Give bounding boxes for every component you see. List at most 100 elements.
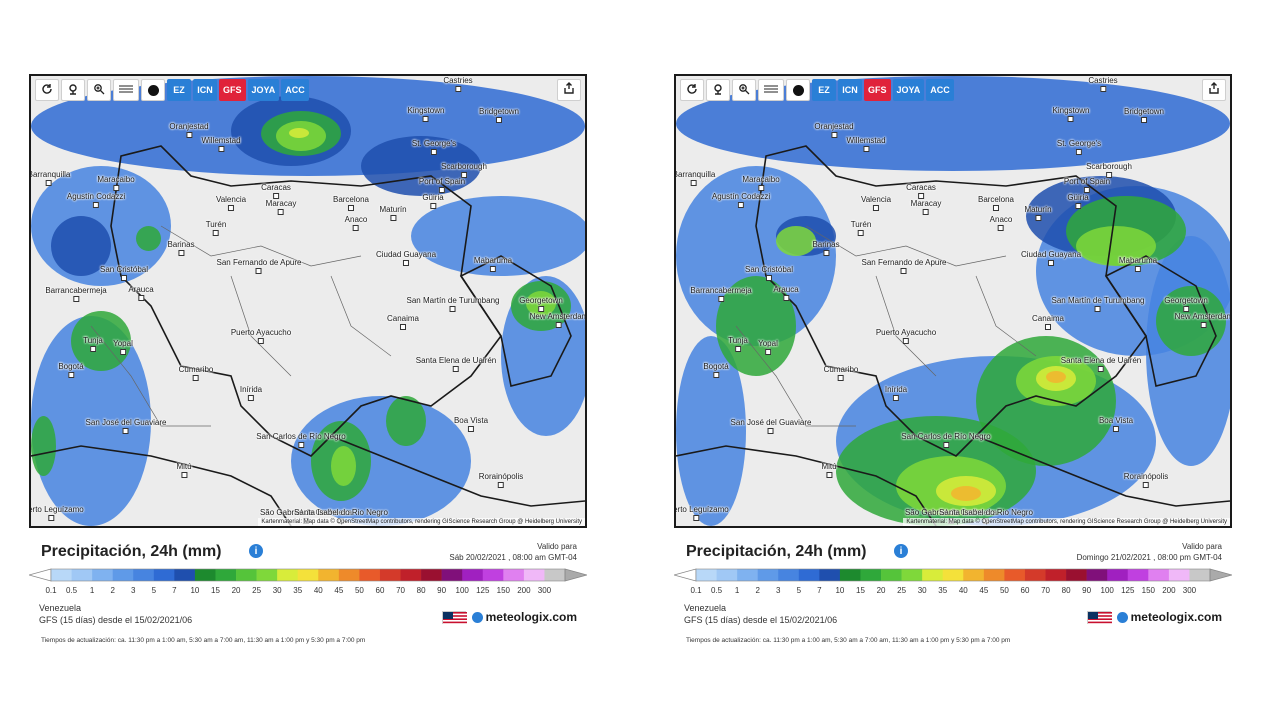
meteologix-logo[interactable]: meteologix.com [471,610,577,624]
scale-button[interactable] [758,79,784,101]
scale-button[interactable] [113,79,139,101]
model-button-ez[interactable]: EZ [167,79,191,101]
legend-swatch [1127,569,1149,581]
precipitation-map[interactable]: EZ ICN GFS JOYA ACC Castries Kingstown Bridgeto… [29,74,587,528]
legend-swatch [318,569,340,581]
legend-swatch [963,569,985,581]
precipitation-map[interactable]: EZ ICN GFS JOYA ACC Castries Kingstown Bridgeto… [674,74,1232,528]
city-label: San Martín de Turumbang [1052,296,1145,312]
info-icon[interactable]: i [894,544,908,558]
city-label: Barinas [812,240,839,256]
city-label: Agustín Codazzi [67,192,125,208]
us-flag-icon[interactable] [1086,610,1112,625]
update-times: Tiempos de actualización: ca. 11:30 pm a… [686,637,1011,644]
city-label: Boa Vista [454,416,488,432]
brand[interactable]: meteologix.com [1086,610,1222,625]
model-button-icn[interactable]: ICN [838,79,862,101]
city-label: Barrancabermeja [690,286,751,302]
city-label: New Amsterdam [1175,312,1230,328]
legend-swatch [523,569,545,581]
legend-tick-label: 50 [354,586,364,595]
brand[interactable]: meteologix.com [441,610,577,625]
city-label: Castries [1088,76,1117,92]
city-label: Bridgetown [479,107,519,123]
city-label: Arauca [128,285,153,301]
share-button[interactable] [557,79,581,101]
location-button[interactable] [706,79,730,101]
city-label: Cumaribo [179,365,214,381]
model-button-acc[interactable]: ACC [926,79,954,101]
legend-swatch [338,569,360,581]
share-icon [1208,81,1220,99]
legend-swatch [215,569,237,581]
legend-swatch [297,569,319,581]
legend-tick-label: 20 [231,586,241,595]
legend-swatch [92,569,113,581]
map-attribution: Kartenmaterial: Map data © OpenStreetMap… [258,518,585,526]
map-toolbar: EZ ICN GFS JOYA ACC [680,79,954,101]
model-button-gfs[interactable]: GFS [219,79,246,101]
legend-ticks: 0.1 0.5 1 2 3 5 7 10 15 20 25 30 35 40 45 50 60 70 80 90 100… [674,586,1232,598]
city-label: San José del Guaviare [86,418,167,434]
us-flag-icon[interactable] [441,610,467,625]
dark-mode-button[interactable] [141,79,165,101]
brand-name: meteologix.com [485,610,577,624]
legend-tick-label: 300 [537,586,552,595]
city-label: San Carlos de Río Negro [901,432,990,448]
city-label: Oranjestad [814,122,853,138]
info-icon[interactable]: i [249,544,263,558]
city-label: Puerto Ayacucho [876,328,936,344]
city-label: Mitú [821,462,836,478]
city-label: Turén [206,220,227,236]
meteologix-logo[interactable]: meteologix.com [1116,610,1222,624]
city-label: Canaima [387,314,419,330]
dark-mode-button[interactable] [786,79,810,101]
legend-tick-label: 7 [817,586,822,595]
source-label: GFS (15 días) desde el 15/02/2021/06 [39,615,193,625]
zoom-button[interactable] [732,79,756,101]
legend-tick-label: 80 [416,586,426,595]
location-button[interactable] [61,79,85,101]
city-label: Georgetown [519,296,563,312]
legend-tick-label: 15 [211,586,220,595]
city-label: Boa Vista [1099,416,1133,432]
legend-swatch [1168,569,1190,581]
reload-button[interactable] [35,79,59,101]
legend-swatch [1107,569,1129,581]
city-label: Canaima [1032,314,1064,330]
model-button-joya[interactable]: JOYA [247,79,280,101]
legend-tick-label: 150 [496,586,510,595]
model-button-gfs[interactable]: GFS [864,79,891,101]
model-button-joya[interactable]: JOYA [892,79,925,101]
city-label: Ciudad Guayana [1021,250,1081,266]
city-label: San Fernando de Apure [862,258,947,274]
zoom-button[interactable] [87,79,111,101]
city-label: Santa Elena de Uairén [416,356,497,372]
map-toolbar: EZ ICN GFS JOYA ACC [35,79,309,101]
city-label: Santa Elena de Uairén [1061,356,1142,372]
model-button-acc[interactable]: ACC [281,79,309,101]
model-button-icn[interactable]: ICN [193,79,217,101]
share-icon [563,81,575,99]
legend-tick-label: 5 [151,586,157,595]
legend-swatch [716,569,738,581]
city-label: St. George's [412,139,456,155]
legend-tick-label: 0.5 [65,586,78,595]
reload-button[interactable] [680,79,704,101]
city-label: Bridgetown [1124,107,1164,123]
legend-tick-label: 3 [131,586,136,595]
city-label: Port of Spain [1064,177,1110,193]
city-label: Maturín [1024,205,1051,221]
city-label: San Cristóbal [100,265,148,281]
logo-drop-icon [1116,611,1128,623]
model-button-ez[interactable]: EZ [812,79,836,101]
share-button[interactable] [1202,79,1226,101]
city-label: Arauca [773,285,798,301]
city-label: Scarborough [1086,162,1132,178]
legend-swatch [922,569,944,581]
city-label: Barinas [167,240,194,256]
legend-tick-label: 7 [172,586,177,595]
city-label: Scarborough [441,162,487,178]
city-label: Puerto Leguízamo [676,505,729,521]
city-label: San Fernando de Apure [217,258,302,274]
